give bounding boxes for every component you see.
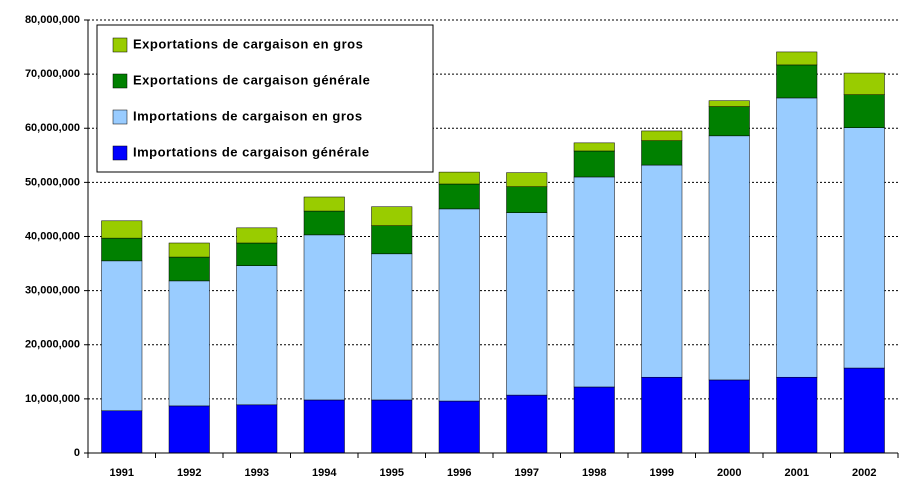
x-tick-label: 1999 <box>650 467 674 479</box>
legend-swatch <box>112 145 128 161</box>
x-tick-label: 1992 <box>177 467 201 479</box>
bar-segment <box>101 220 143 239</box>
bar-segment <box>438 208 480 402</box>
bar-segment <box>776 64 818 99</box>
x-tick-label: 1993 <box>245 467 269 479</box>
bar-segment <box>506 186 548 213</box>
legend-label: Exportations de cargaison générale <box>133 72 370 87</box>
bar-segment <box>101 237 143 262</box>
bar-segment <box>776 97 818 378</box>
bar-segment <box>371 225 413 255</box>
bar-segment <box>573 386 615 454</box>
legend-label: Exportations de cargaison en gros <box>133 36 363 51</box>
bar-segment <box>168 405 210 454</box>
bar-segment <box>843 72 885 95</box>
y-tick-label: 10,000,000 <box>25 393 80 405</box>
x-tick-label: 2000 <box>717 467 741 479</box>
legend-label: Importations de cargaison générale <box>133 144 370 159</box>
bar-segment <box>168 256 210 282</box>
bar-segment <box>168 280 210 407</box>
bar-segment <box>573 142 615 152</box>
bar-segment <box>371 399 413 454</box>
bar-segment <box>168 242 210 258</box>
bar-segment <box>708 379 750 454</box>
bar-segment <box>438 183 480 210</box>
y-tick-label: 30,000,000 <box>25 285 80 297</box>
bar-segment <box>708 106 750 137</box>
bar-segment <box>573 150 615 178</box>
bar-segment <box>506 212 548 396</box>
x-tick-label: 1997 <box>515 467 539 479</box>
x-tick-label: 1994 <box>312 467 337 479</box>
bar-segment <box>236 242 278 266</box>
bar-segment <box>303 399 345 454</box>
bar-segment <box>843 367 885 454</box>
bar-segment <box>438 171 480 185</box>
bar-segment <box>101 410 143 454</box>
bar-segment <box>236 227 278 244</box>
bar-segment <box>843 127 885 369</box>
legend-swatch <box>112 109 128 125</box>
y-tick-label: 50,000,000 <box>25 176 80 188</box>
y-tick-label: 70,000,000 <box>25 68 80 80</box>
bar-segment <box>573 176 615 388</box>
y-tick-label: 80,000,000 <box>25 14 80 26</box>
bar-segment <box>438 400 480 454</box>
bar-segment <box>101 260 143 412</box>
bar-segment <box>303 210 345 236</box>
x-tick-label: 1991 <box>110 467 134 479</box>
y-tick-label: 40,000,000 <box>25 230 80 242</box>
x-tick-label: 1998 <box>582 467 606 479</box>
bar-segment <box>641 164 683 378</box>
bar-segment <box>506 172 548 187</box>
legend-label: Importations de cargaison en gros <box>133 108 363 123</box>
bar-segment <box>371 253 413 401</box>
legend-swatch <box>112 37 128 53</box>
bar-segment <box>371 206 413 226</box>
bar-segment <box>236 404 278 454</box>
x-tick-label: 2001 <box>785 467 809 479</box>
bar-segment <box>303 196 345 212</box>
legend: Exportations de cargaison en gros Exporta… <box>96 24 434 173</box>
y-tick-label: 20,000,000 <box>25 339 80 351</box>
x-tick-label: 1995 <box>380 467 404 479</box>
x-tick-label: 2002 <box>852 467 876 479</box>
bar-segment <box>776 376 818 454</box>
bar-segment <box>506 394 548 454</box>
bar-segment <box>843 94 885 128</box>
bar-segment <box>641 376 683 454</box>
y-tick-label: 0 <box>74 447 80 459</box>
bar-segment <box>708 100 750 107</box>
bar-segment <box>641 140 683 166</box>
bar-segment <box>776 51 818 66</box>
legend-box <box>96 24 434 173</box>
x-tick-label: 1996 <box>447 467 471 479</box>
y-tick-label: 60,000,000 <box>25 122 80 134</box>
bar-segment <box>641 130 683 141</box>
bar-segment <box>303 234 345 401</box>
bar-segment <box>236 265 278 406</box>
bar-segment <box>708 135 750 381</box>
legend-swatch <box>112 73 128 89</box>
